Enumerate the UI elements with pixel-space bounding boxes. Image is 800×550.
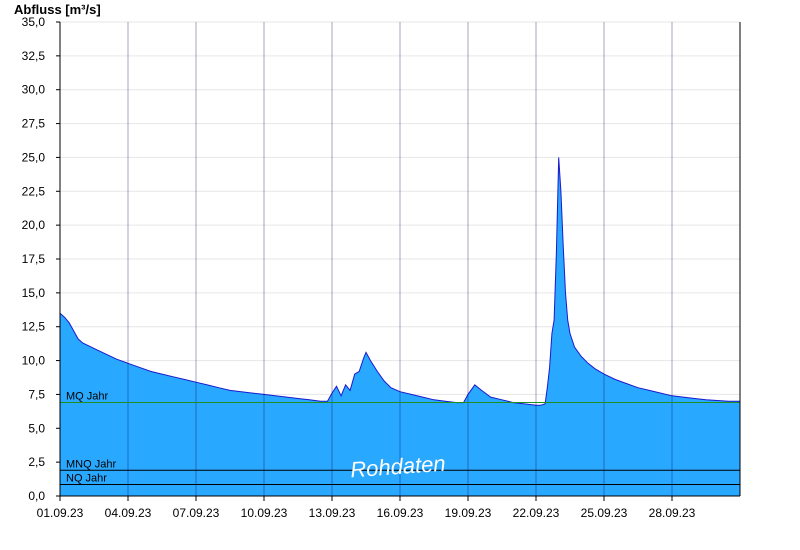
y-tick-label: 15,0 [22, 286, 46, 300]
reference-lines: MQ Jahr MNQ Jahr NQ Jahr [60, 391, 740, 485]
y-tick-label: 7,5 [28, 387, 45, 401]
discharge-line [59, 157, 740, 406]
y-tick-label: 20,0 [22, 218, 46, 232]
y-tick-label: 10,0 [22, 354, 46, 368]
x-tick-label: 25.09.23 [581, 506, 628, 520]
axes [56, 21, 741, 501]
area-layer [59, 157, 740, 496]
y-tick-label: 35,0 [22, 15, 46, 29]
reference-line-label: NQ Jahr [66, 472, 107, 484]
discharge-area [60, 157, 740, 496]
x-tick-label: 13.09.23 [309, 506, 356, 520]
y-tick-label: 30,0 [22, 83, 46, 97]
x-tick-label: 22.09.23 [513, 506, 560, 520]
reference-line-label: MNQ Jahr [66, 458, 116, 470]
y-tick-label: 22,5 [22, 184, 46, 198]
y-tick-label: 12,5 [22, 320, 46, 334]
x-tick-labels: 01.09.23 04.09.23 07.09.23 10.09.23 13.09.23… [37, 506, 696, 520]
y-tick-label: 25,0 [22, 150, 46, 164]
x-tick-label: 01.09.23 [37, 506, 84, 520]
x-tick-label: 28.09.23 [649, 506, 696, 520]
x-tick-label: 10.09.23 [241, 506, 288, 520]
reference-line-label: MQ Jahr [66, 391, 109, 403]
y-tick-labels: 0,0 2,5 5,0 7,5 10,0 12,5 15,0 17,5 20,0 22,5 25,0… [22, 15, 46, 503]
y-tick-label: 0,0 [28, 489, 45, 503]
x-tick-label: 04.09.23 [105, 506, 152, 520]
vertical-grid-lines [59, 22, 673, 496]
y-tick-label: 27,5 [22, 117, 46, 131]
y-tick-label: 2,5 [28, 455, 45, 469]
y-tick-label: 32,5 [22, 49, 46, 63]
y-tick-label: 5,0 [28, 421, 45, 435]
y-axis-title: Abfluss [m³/s] [14, 2, 101, 17]
y-tick-label: 17,5 [22, 252, 46, 266]
x-tick-label: 07.09.23 [173, 506, 220, 520]
x-tick-label: 19.09.23 [445, 506, 492, 520]
x-tick-label: 16.09.23 [377, 506, 424, 520]
